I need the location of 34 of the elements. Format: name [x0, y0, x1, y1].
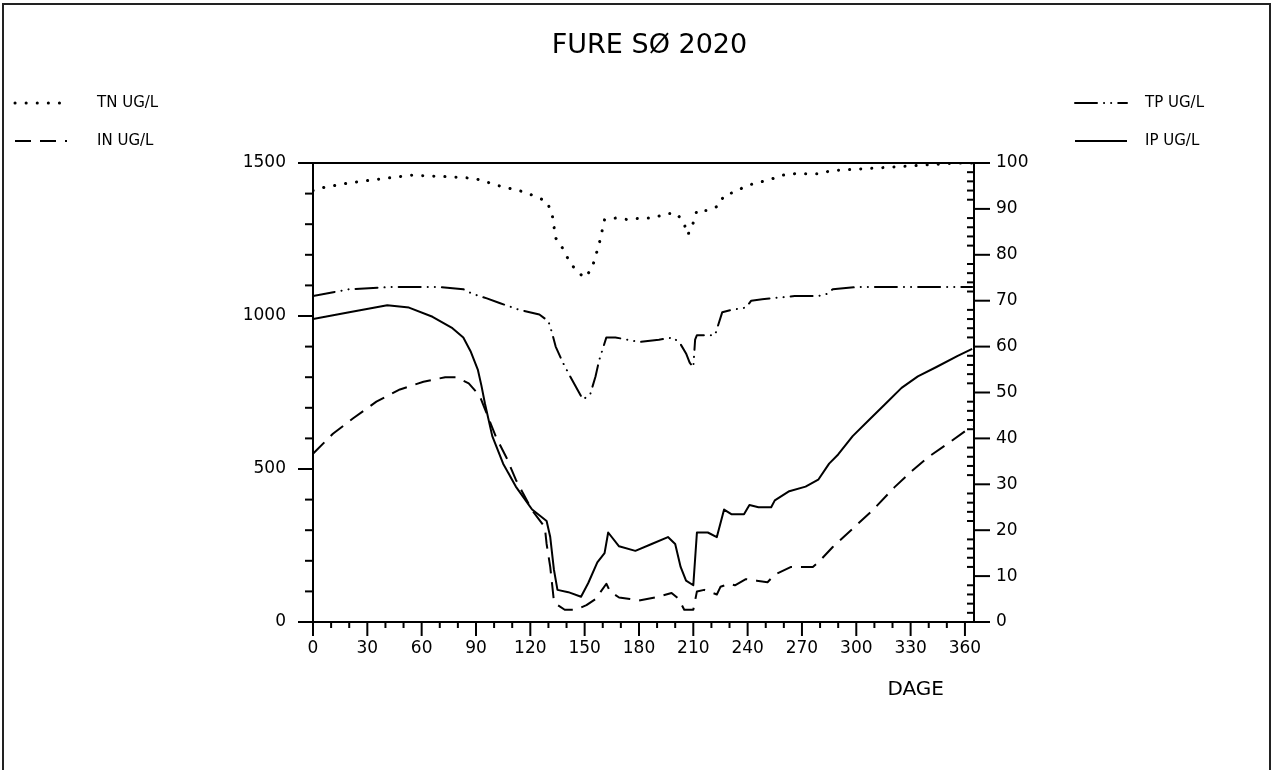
y-tick-label: 1000 — [242, 304, 286, 325]
y2-tick-label: 50 — [996, 380, 1018, 401]
y2-tick-label: 10 — [996, 564, 1018, 585]
y2-tick-label: 100 — [996, 151, 1029, 172]
y2-tick-label: 40 — [996, 426, 1018, 447]
x-tick-label: 270 — [785, 636, 819, 657]
x-tick-label: 240 — [731, 636, 764, 657]
chart-title: FURE SØ 2020 — [551, 28, 748, 60]
y2-tick-label: 60 — [996, 335, 1018, 356]
x-tick-label: 0 — [307, 636, 319, 657]
legend-label: TN UG/L — [96, 92, 159, 111]
y2-tick-label: 90 — [996, 197, 1018, 218]
y2-tick-label: 20 — [996, 518, 1018, 539]
x-tick-label: 90 — [465, 636, 487, 657]
legend-label: TP UG/L — [1144, 92, 1205, 111]
y2-tick-label: 0 — [996, 610, 1007, 631]
x-tick-label: 330 — [894, 636, 927, 657]
x-tick-label: 300 — [840, 636, 873, 657]
y2-tick-label: 80 — [996, 243, 1018, 264]
x-tick-label: 150 — [568, 636, 601, 657]
legend-label: IP UG/L — [1145, 130, 1200, 149]
y2-tick-label: 30 — [996, 472, 1018, 493]
x-tick-label: 210 — [677, 636, 710, 657]
y-tick-label: 1500 — [242, 151, 286, 172]
x-tick-label: 30 — [356, 636, 379, 657]
legend-label: IN UG/L — [97, 130, 155, 149]
x-tick-label: 60 — [410, 636, 433, 657]
x-axis-title: DAGE — [887, 676, 944, 701]
y-tick-label: 0 — [275, 610, 286, 631]
x-tick-label: 120 — [514, 636, 547, 657]
y2-tick-label: 70 — [996, 289, 1018, 310]
y-tick-label: 500 — [253, 457, 286, 478]
x-tick-label: 180 — [622, 636, 656, 657]
x-tick-label: 360 — [948, 636, 982, 657]
